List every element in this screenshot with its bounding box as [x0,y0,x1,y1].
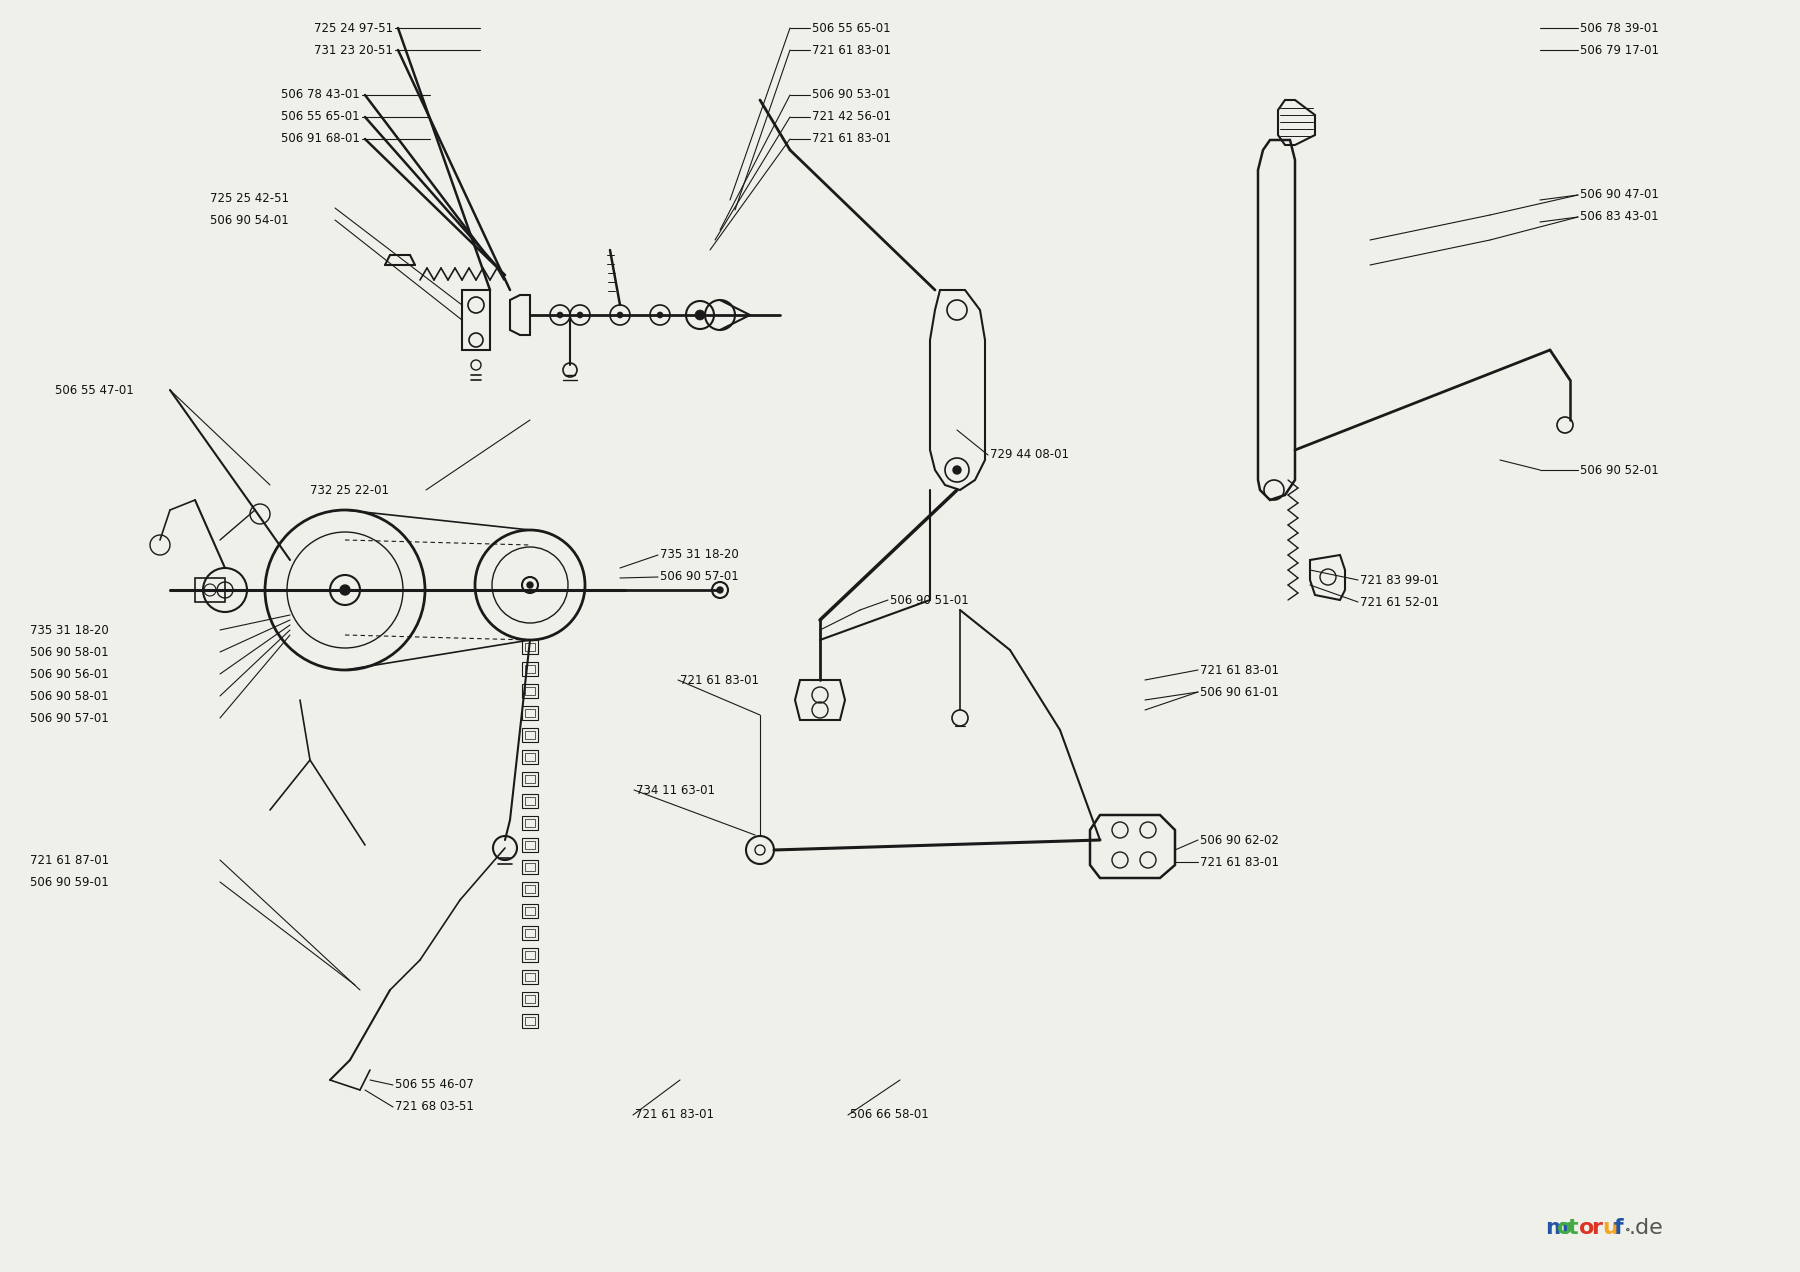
Bar [522,794,538,808]
Bar [522,728,538,742]
Text: 731 23 20-51: 731 23 20-51 [315,43,392,56]
Bar [526,862,535,871]
Circle shape [695,310,706,321]
Text: 506 79 17-01: 506 79 17-01 [1580,43,1660,56]
Text: 721 61 83-01: 721 61 83-01 [812,132,891,145]
Text: 734 11 63-01: 734 11 63-01 [635,784,715,796]
Bar [522,772,538,786]
Bar [522,684,538,698]
Bar [526,885,535,893]
Bar [526,819,535,827]
Text: t: t [1568,1219,1579,1238]
Bar [526,841,535,848]
Text: °: ° [1625,1227,1631,1238]
Text: 735 31 18-20: 735 31 18-20 [31,623,108,636]
Bar [522,838,538,852]
Text: 506 90 57-01: 506 90 57-01 [661,571,738,584]
Circle shape [952,466,961,474]
Bar [526,798,535,805]
Text: 721 61 87-01: 721 61 87-01 [31,854,110,866]
Text: 506 90 54-01: 506 90 54-01 [211,214,288,226]
Text: 506 78 43-01: 506 78 43-01 [281,89,360,102]
Text: .de: .de [1629,1219,1663,1238]
Text: 721 61 83-01: 721 61 83-01 [680,673,760,687]
Bar [526,709,535,717]
Text: 721 61 83-01: 721 61 83-01 [1201,856,1280,869]
Text: 506 90 58-01: 506 90 58-01 [31,645,108,659]
Text: 506 90 61-01: 506 90 61-01 [1201,686,1278,698]
Text: m: m [1544,1219,1568,1238]
Circle shape [340,585,349,595]
Text: 725 24 97-51: 725 24 97-51 [313,22,392,34]
Circle shape [556,312,563,318]
Bar [526,907,535,915]
Bar [526,753,535,761]
Text: o: o [1557,1219,1571,1238]
Text: 721 61 83-01: 721 61 83-01 [1201,664,1280,677]
Text: 721 42 56-01: 721 42 56-01 [812,111,891,123]
Bar [522,640,538,654]
Text: r: r [1591,1219,1602,1238]
Bar [522,971,538,985]
Bar [522,706,538,720]
Text: 721 68 03-51: 721 68 03-51 [394,1100,473,1113]
Text: 735 31 18-20: 735 31 18-20 [661,548,738,561]
Bar [522,948,538,962]
Text: u: u [1602,1219,1618,1238]
Bar [522,881,538,895]
Text: 506 66 58-01: 506 66 58-01 [850,1108,929,1122]
Text: 506 91 68-01: 506 91 68-01 [281,132,360,145]
Bar [526,1018,535,1025]
Text: 721 61 52-01: 721 61 52-01 [1361,595,1440,608]
Text: 732 25 22-01: 732 25 22-01 [310,483,389,496]
Bar [522,992,538,1006]
Bar [526,973,535,981]
Bar [526,644,535,651]
Bar [526,995,535,1004]
Text: 506 90 51-01: 506 90 51-01 [889,594,968,607]
Bar [522,926,538,940]
Text: 506 55 65-01: 506 55 65-01 [812,22,891,34]
Bar [522,661,538,675]
Text: 721 61 83-01: 721 61 83-01 [812,43,891,56]
Text: 729 44 08-01: 729 44 08-01 [990,449,1069,462]
Circle shape [716,586,724,593]
Bar [522,860,538,874]
Text: 506 78 39-01: 506 78 39-01 [1580,22,1660,34]
Text: 506 90 53-01: 506 90 53-01 [812,89,891,102]
Circle shape [527,583,533,588]
Text: 506 55 47-01: 506 55 47-01 [56,383,133,397]
Text: f: f [1615,1219,1624,1238]
Bar [522,817,538,831]
Text: 506 90 56-01: 506 90 56-01 [31,668,108,681]
Bar [522,904,538,918]
Circle shape [617,312,623,318]
Bar [526,775,535,784]
Text: 506 90 52-01: 506 90 52-01 [1580,463,1660,477]
Text: 506 83 43-01: 506 83 43-01 [1580,210,1658,224]
Text: 721 83 99-01: 721 83 99-01 [1361,574,1438,586]
Circle shape [578,312,583,318]
Bar [526,731,535,739]
Text: 721 61 83-01: 721 61 83-01 [635,1108,715,1122]
Text: 506 90 57-01: 506 90 57-01 [31,711,108,725]
Text: 506 90 47-01: 506 90 47-01 [1580,188,1660,201]
Bar [526,951,535,959]
Circle shape [657,312,662,318]
Text: 506 90 62-02: 506 90 62-02 [1201,833,1278,846]
Bar [522,1014,538,1028]
Text: o: o [1580,1219,1595,1238]
Text: 506 90 58-01: 506 90 58-01 [31,689,108,702]
Text: 506 55 65-01: 506 55 65-01 [281,111,360,123]
Bar [522,750,538,764]
Bar [526,665,535,673]
Text: 725 25 42-51: 725 25 42-51 [211,192,290,205]
Text: 506 90 59-01: 506 90 59-01 [31,875,108,889]
Text: 506 55 46-07: 506 55 46-07 [394,1079,473,1091]
Bar [526,687,535,695]
Bar [526,929,535,937]
